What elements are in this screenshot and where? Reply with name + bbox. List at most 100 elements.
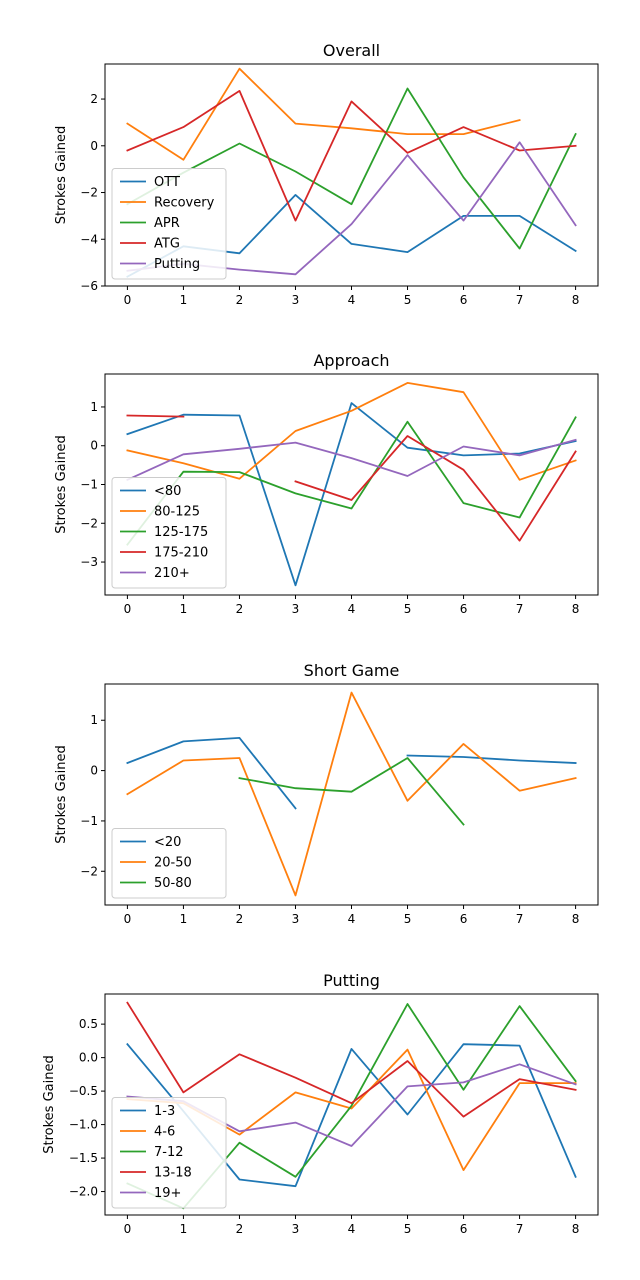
y-tick-label: −1.5: [69, 1151, 98, 1165]
y-tick-label: 0.5: [79, 1017, 98, 1031]
x-tick-label: 0: [124, 293, 132, 307]
y-tick-label: −1: [80, 814, 98, 828]
series-line-80: [126, 402, 577, 587]
legend-label: 210+: [154, 566, 190, 581]
legend: <80 80-125 125-175 175-210 210+: [111, 477, 227, 589]
chart-approach: Approach Strokes Gained 0 1 2 3 4 5 6 7 8 −3 −2 −1 0 1 <…: [54, 351, 599, 616]
y-tick-label: −2: [80, 516, 98, 530]
x-tick-label: 8: [572, 602, 580, 616]
series-lines: [126, 382, 577, 587]
y-tick-label: −4: [80, 232, 98, 246]
legend-label: Putting: [154, 257, 200, 272]
chart-putting: Putting Strokes Gained 0 1 2 3 4 5 6 7 8 −2.0 −1.5 −1…: [42, 971, 599, 1236]
y-axis-label: Strokes Gained: [54, 126, 69, 224]
y-tick-label: −2: [80, 864, 98, 878]
legend-label: 125-175: [154, 525, 208, 540]
x-tick-label: 4: [348, 1222, 356, 1236]
x-tick-label: 6: [460, 912, 468, 926]
legend-box: [111, 1097, 227, 1209]
legend: <20 20-50 50-80: [111, 828, 227, 899]
legend-box: [111, 168, 227, 280]
legend-label: 50-80: [154, 876, 192, 891]
legend-label: 13-18: [154, 1166, 192, 1181]
x-tick-label: 0: [124, 602, 132, 616]
y-tick-label: −0.5: [69, 1084, 98, 1098]
chart-title: Approach: [313, 351, 389, 370]
x-tick-label: 6: [460, 1222, 468, 1236]
x-tick-label: 5: [404, 602, 412, 616]
legend-label: Recovery: [154, 196, 215, 211]
x-tick-label: 7: [516, 912, 524, 926]
y-tick-label: −1: [80, 478, 98, 492]
x-tick-label: 0: [124, 912, 132, 926]
legend-label: 19+: [154, 1186, 181, 1201]
legend-box: [111, 828, 227, 899]
series-lines: [126, 691, 577, 897]
chart-overall: Overall Strokes Gained 0 1 2 3 4 5 6 7 8 −6 −4 −2 0 2 OT…: [54, 41, 599, 307]
legend-label: APR: [154, 216, 180, 231]
x-tick-label: 2: [236, 602, 244, 616]
y-tick-label: −3: [80, 555, 98, 569]
series-line-210: [126, 438, 577, 481]
y-tick-label: 0: [90, 439, 98, 453]
x-tick-label: 1: [180, 293, 188, 307]
x-tick-label: 4: [348, 293, 356, 307]
y-tick-label: −1.0: [69, 1118, 98, 1132]
x-tick-label: 2: [236, 1222, 244, 1236]
chart-title: Putting: [323, 971, 380, 990]
y-tick-label: −2: [80, 186, 98, 200]
x-tick-label: 3: [292, 1222, 300, 1236]
x-tick-label: 6: [460, 293, 468, 307]
y-tick-label: 1: [90, 713, 98, 727]
y-axis-label: Strokes Gained: [42, 1055, 57, 1153]
y-tick-label: 0: [90, 764, 98, 778]
legend-label: <20: [154, 835, 181, 850]
y-axis-label: Strokes Gained: [54, 435, 69, 533]
legend-label: 7-12: [154, 1145, 184, 1160]
x-tick-label: 4: [348, 602, 356, 616]
x-tick-label: 0: [124, 1222, 132, 1236]
x-tick-label: 2: [236, 293, 244, 307]
y-tick-label: 0: [90, 139, 98, 153]
series-line-recovery: [126, 67, 521, 161]
x-tick-label: 5: [404, 1222, 412, 1236]
series-line-apr: [126, 87, 577, 250]
x-tick-label: 8: [572, 912, 580, 926]
y-axis-label: Strokes Gained: [54, 745, 69, 843]
x-tick-label: 8: [572, 293, 580, 307]
legend-label: 80-125: [154, 505, 200, 520]
y-tick-label: 2: [90, 92, 98, 106]
legend-label: ATG: [154, 237, 180, 252]
x-tick-label: 5: [404, 912, 412, 926]
chart-title: Short Game: [304, 661, 400, 680]
x-tick-label: 1: [180, 602, 188, 616]
x-tick-label: 3: [292, 602, 300, 616]
x-tick-label: 1: [180, 1222, 188, 1236]
x-tick-label: 1: [180, 912, 188, 926]
legend-label: 175-210: [154, 546, 208, 561]
legend-label: OTT: [154, 175, 180, 190]
series-line-125-175: [126, 416, 577, 546]
legend-label: 1-3: [154, 1104, 175, 1119]
series-line-atg: [126, 90, 577, 222]
series-line-175-210: [126, 414, 577, 542]
y-tick-label: −2.0: [69, 1185, 98, 1199]
legend: 1-3 4-6 7-12 13-18 19+: [111, 1097, 227, 1209]
y-tick-label: 1: [90, 400, 98, 414]
series-line-50-80: [238, 757, 465, 826]
x-tick-label: 2: [236, 912, 244, 926]
x-tick-label: 7: [516, 602, 524, 616]
chart-short-game: Short Game Strokes Gained 0 1 2 3 4 5 6 7 8 −2 −1 0 1 <…: [54, 661, 599, 926]
series-line-80-125: [126, 382, 577, 481]
x-tick-label: 3: [292, 293, 300, 307]
series-line-20: [126, 737, 577, 810]
series-line-13-18: [126, 1001, 577, 1118]
legend-label: 4-6: [154, 1125, 175, 1140]
x-tick-label: 4: [348, 912, 356, 926]
x-tick-label: 6: [460, 602, 468, 616]
x-tick-label: 8: [572, 1222, 580, 1236]
y-tick-label: 0.0: [79, 1051, 98, 1065]
chart-title: Overall: [323, 41, 380, 60]
x-tick-label: 7: [516, 293, 524, 307]
